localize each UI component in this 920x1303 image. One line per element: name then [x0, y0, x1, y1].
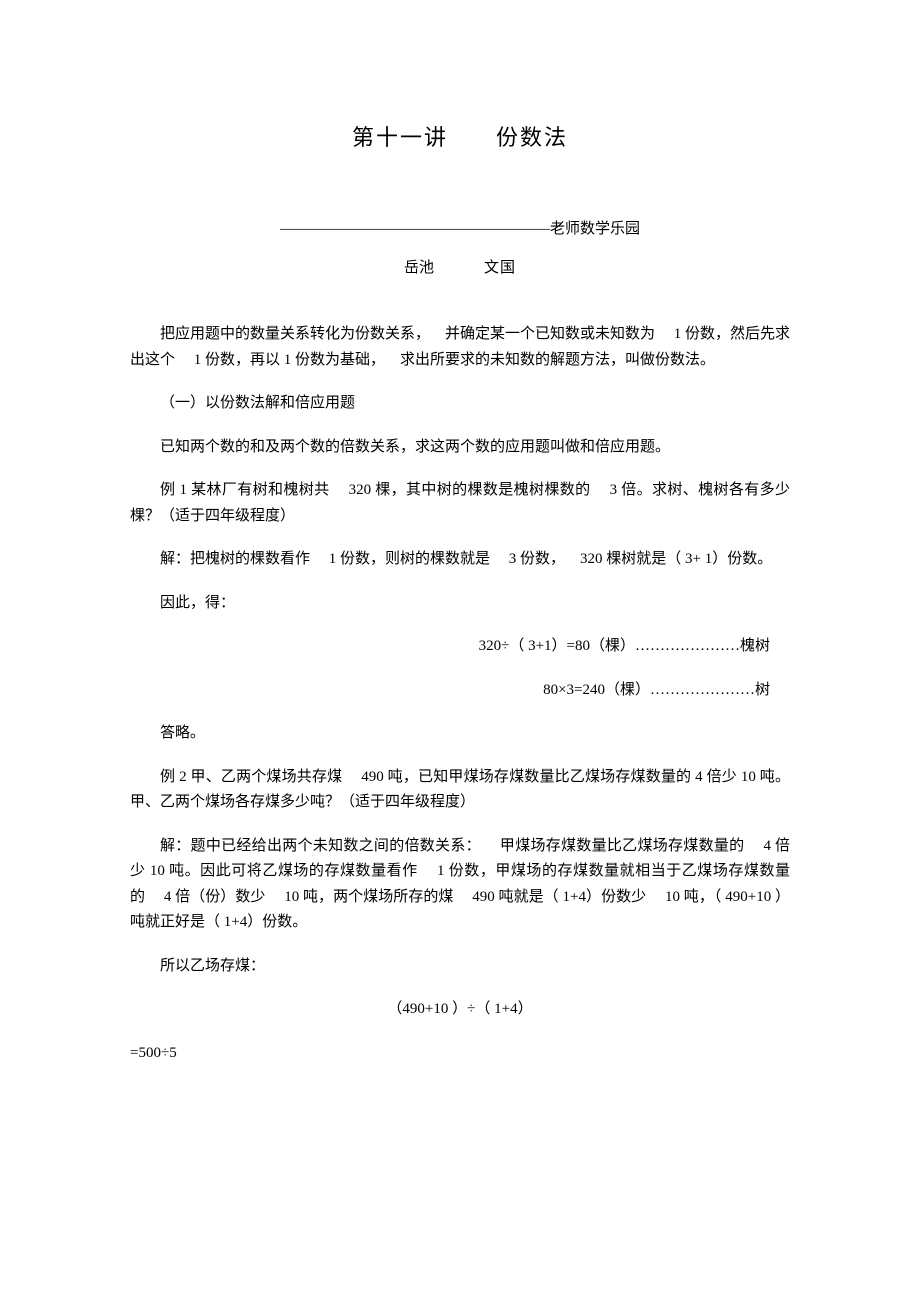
example1-answer: 答略。	[130, 721, 790, 747]
example2-problem: 例 2 甲、乙两个煤场共存煤 490 吨，已知甲煤场存煤数量比乙煤场存煤数量的 …	[130, 765, 790, 816]
example2-equation-1: （490+10 ）÷（ 1+4）	[130, 997, 790, 1023]
author-place: 岳池	[404, 260, 434, 276]
example1-solution-2: 因此，得：	[130, 591, 790, 617]
example1-problem: 例 1 某林厂有树和槐树共 320 棵，其中树的棵数是槐树棵数的 3 倍。求树、…	[130, 478, 790, 529]
section1-title: （一）以份数法解和倍应用题	[130, 391, 790, 417]
page-title: 第十一讲 份数法	[130, 120, 790, 152]
example1-equation-2: 80×3=240（棵）…………………树	[130, 678, 790, 704]
example1-solution-1: 解：把槐树的棵数看作 1 份数，则树的棵数就是 3 份数， 320 棵树就是（ …	[130, 547, 790, 573]
example2-solution-1: 解：题中已经给出两个未知数之间的倍数关系： 甲煤场存煤数量比乙煤场存煤数量的 4…	[130, 834, 790, 936]
example2-solution-2: 所以乙场存煤：	[130, 954, 790, 980]
author-line: 岳池 文国	[130, 256, 790, 277]
example2-equation-2: =500÷5	[130, 1041, 790, 1067]
example1-equation-1: 320÷（ 3+1）=80（棵）…………………槐树	[130, 634, 790, 660]
author-name: 文国	[484, 260, 516, 276]
section1-description: 已知两个数的和及两个数的倍数关系，求这两个数的应用题叫做和倍应用题。	[130, 435, 790, 461]
intro-paragraph: 把应用题中的数量关系转化为份数关系， 并确定某一个已知数或未知数为 1 份数，然…	[130, 322, 790, 373]
subtitle: ——————————————————老师数学乐园	[130, 217, 790, 238]
